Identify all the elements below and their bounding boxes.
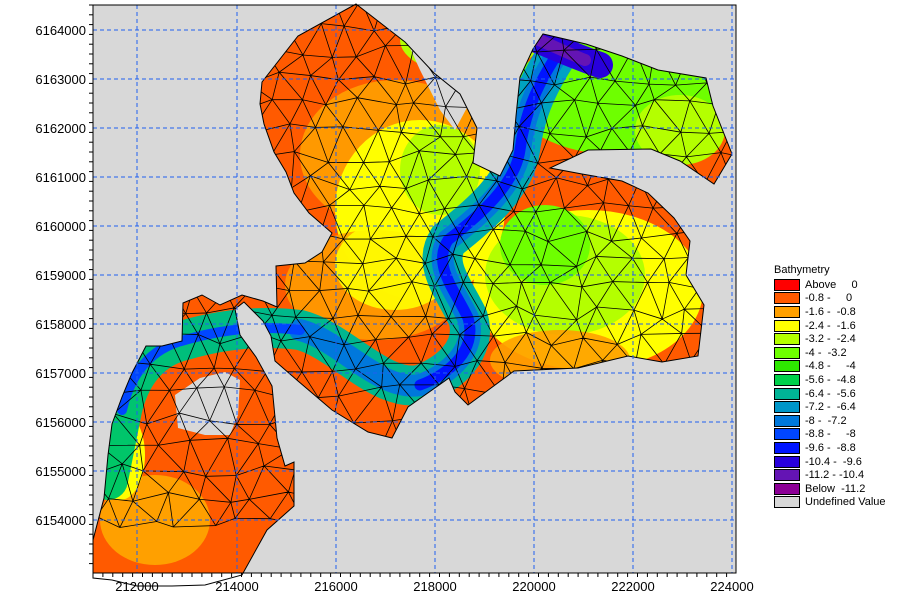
legend-item: -9.6 - -8.8 bbox=[774, 441, 914, 455]
x-tick-label: 222000 bbox=[611, 579, 654, 594]
legend-label: -10.4 - -9.6 bbox=[805, 455, 862, 468]
legend-item: -2.4 - -1.6 bbox=[774, 319, 914, 333]
legend-label: -7.2 - -6.4 bbox=[805, 401, 856, 414]
legend-swatch bbox=[774, 292, 800, 305]
y-tick-label: 6156000 bbox=[35, 415, 86, 430]
legend-swatch bbox=[774, 346, 800, 359]
legend-label: Undefined Value bbox=[805, 496, 886, 509]
legend-item: -8.8 - -8 bbox=[774, 428, 914, 442]
legend-label: -2.4 - -1.6 bbox=[805, 319, 856, 332]
legend-label: -11.2 - -10.4 bbox=[805, 469, 865, 482]
legend-swatch bbox=[774, 482, 800, 495]
y-tick-label: 6162000 bbox=[35, 121, 86, 136]
legend-item: -6.4 - -5.6 bbox=[774, 387, 914, 401]
legend-item: -3.2 - -2.4 bbox=[774, 332, 914, 346]
legend-label: -8 - -7.2 bbox=[805, 414, 847, 427]
y-tick-label: 6159000 bbox=[35, 268, 86, 283]
y-tick-label: 6155000 bbox=[35, 464, 86, 479]
legend-swatch bbox=[774, 360, 800, 373]
legend-swatch bbox=[774, 387, 800, 400]
x-tick-label: 216000 bbox=[314, 579, 357, 594]
legend-label: Above 0 bbox=[805, 278, 858, 291]
legend-label: -1.6 - -0.8 bbox=[805, 305, 856, 318]
legend-item: Above 0 bbox=[774, 278, 914, 292]
legend-swatch bbox=[774, 455, 800, 468]
legend-swatch bbox=[774, 305, 800, 318]
legend-item: -11.2 - -10.4 bbox=[774, 468, 914, 482]
x-tick-label: 220000 bbox=[512, 579, 555, 594]
legend-item: -4.8 - -4 bbox=[774, 360, 914, 374]
x-axis: 212000 214000 216000 218000 220000 222000 2240… bbox=[92, 573, 754, 594]
legend-swatch bbox=[774, 469, 800, 482]
grid-lines bbox=[93, 5, 736, 573]
legend-item: -1.6 - -0.8 bbox=[774, 305, 914, 319]
y-tick-label: 6158000 bbox=[35, 317, 86, 332]
legend-title: Bathymetry bbox=[774, 264, 830, 276]
legend-item: Below -11.2 bbox=[774, 482, 914, 496]
legend-item: -8 - -7.2 bbox=[774, 414, 914, 428]
y-tick-label: 6161000 bbox=[35, 170, 86, 185]
y-tick-label: 6164000 bbox=[35, 23, 86, 38]
legend-swatch bbox=[774, 441, 800, 454]
y-tick-label: 6157000 bbox=[35, 366, 86, 381]
legend-label: -6.4 - -5.6 bbox=[805, 387, 856, 400]
x-tick-label: 212000 bbox=[115, 579, 158, 594]
legend-label: -9.6 - -8.8 bbox=[805, 441, 856, 454]
legend-swatch bbox=[774, 401, 800, 414]
legend-swatch bbox=[774, 428, 800, 441]
y-tick-label: 6163000 bbox=[35, 72, 86, 87]
y-tick-label: 6160000 bbox=[35, 219, 86, 234]
legend-label: -5.6 - -4.8 bbox=[805, 373, 856, 386]
legend-item: -10.4 - -9.6 bbox=[774, 455, 914, 469]
y-tick-label: 6154000 bbox=[35, 513, 86, 528]
legend-item: -7.2 - -6.4 bbox=[774, 400, 914, 414]
legend-label: -0.8 - 0 bbox=[805, 292, 853, 305]
legend-item: -0.8 - 0 bbox=[774, 292, 914, 306]
legend-label: Below -11.2 bbox=[805, 482, 866, 495]
legend-swatch bbox=[774, 319, 800, 332]
legend: Bathymetry Above 0 -0.8 - 0 -1.6 - -0.8 -2.… bbox=[774, 262, 914, 509]
y-axis: 6164000 6163000 6162000 6161000 6160000 61590… bbox=[35, 4, 93, 565]
legend-label: -8.8 - -8 bbox=[805, 428, 856, 441]
legend-swatch bbox=[774, 414, 800, 427]
legend-label: -4 - -3.2 bbox=[805, 346, 847, 359]
x-tick-label: 214000 bbox=[215, 579, 258, 594]
legend-item: Undefined Value bbox=[774, 496, 914, 510]
legend-item: -4 - -3.2 bbox=[774, 346, 914, 360]
legend-label: -3.2 - -2.4 bbox=[805, 333, 856, 346]
legend-swatch bbox=[774, 373, 800, 386]
x-tick-label: 224000 bbox=[710, 579, 753, 594]
legend-swatch bbox=[774, 278, 800, 291]
legend-label: -4.8 - -4 bbox=[805, 360, 856, 373]
x-tick-label: 218000 bbox=[413, 579, 456, 594]
domain-outline bbox=[92, 3, 733, 587]
legend-item: -5.6 - -4.8 bbox=[774, 373, 914, 387]
legend-swatch bbox=[774, 333, 800, 346]
legend-swatch bbox=[774, 496, 800, 509]
